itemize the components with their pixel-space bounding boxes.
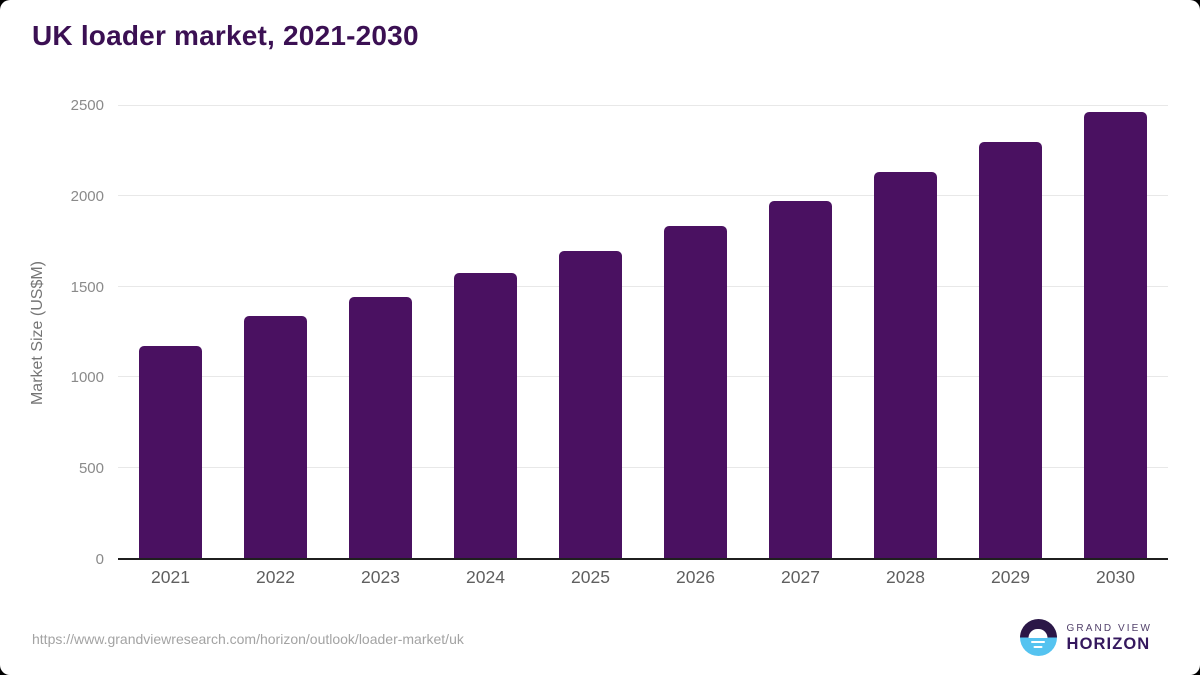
bar-2022[interactable] (244, 315, 307, 558)
gridlines (118, 105, 1168, 558)
y-tick-label-2000: 2000 (70, 187, 104, 205)
x-tick-label-2021: 2021 (151, 567, 190, 587)
bar-2025[interactable] (559, 250, 622, 558)
y-tick-labels: 0 500 1000 1500 2000 2500 (40, 97, 104, 568)
bar-slot-2027 (748, 106, 853, 558)
bar-slot-2024 (433, 106, 538, 558)
gridline-1500 (118, 285, 1168, 287)
bar-2030[interactable] (1084, 112, 1147, 558)
x-tick-labels: 2021 2022 2023 2024 2025 2026 2027 2028 2029 2030 (118, 567, 1168, 593)
logo-text-horizon: HORIZON (1066, 634, 1151, 653)
bar-slot-2029 (958, 106, 1063, 558)
y-tick-label-1500: 1500 (70, 278, 104, 296)
y-tick-label-1000: 1000 (70, 369, 104, 387)
bar-2024[interactable] (454, 273, 517, 558)
gridline-2000 (118, 195, 1168, 197)
bars (118, 106, 1168, 558)
x-tick-label-2030: 2030 (1096, 567, 1135, 587)
x-tick-label-2025: 2025 (571, 567, 610, 587)
bar-2029[interactable] (979, 142, 1042, 558)
bar-slot-2025 (538, 106, 643, 558)
gridline-500 (118, 466, 1168, 468)
logo-reflection-line-2 (1033, 645, 1043, 649)
x-tick-label-2027: 2027 (781, 567, 820, 587)
x-tick-label-2026: 2026 (676, 567, 715, 587)
x-tick-label-2024: 2024 (466, 567, 505, 587)
bar-slot-2022 (223, 106, 328, 558)
chart-title: UK loader market, 2021-2030 (32, 20, 419, 51)
bar-chart-plot-area (118, 105, 1168, 560)
source-url: https://www.grandviewresearch.com/horizo… (32, 631, 464, 647)
grand-view-horizon-logo: GRAND VIEW HORIZON (1019, 619, 1152, 656)
logo-sun-dome (1028, 628, 1048, 638)
gridline-1000 (118, 376, 1168, 378)
bar-2023[interactable] (349, 296, 412, 558)
bar-2027[interactable] (769, 200, 832, 558)
x-tick-label-2023: 2023 (361, 567, 400, 587)
bar-2021[interactable] (139, 346, 202, 558)
x-tick-label-2028: 2028 (886, 567, 925, 587)
bar-slot-2023 (328, 106, 433, 558)
x-tick-label-2022: 2022 (256, 567, 295, 587)
gridline-2500 (118, 105, 1168, 106)
y-tick-label-500: 500 (78, 460, 104, 478)
logo-text-grand-view: GRAND VIEW (1066, 622, 1152, 634)
bar-slot-2028 (853, 106, 958, 558)
bar-slot-2021 (118, 106, 223, 558)
logo-reflection-line-1 (1031, 640, 1046, 644)
bar-slot-2030 (1063, 106, 1168, 558)
x-tick-label-2029: 2029 (991, 567, 1030, 587)
bar-slot-2026 (643, 106, 748, 558)
horizon-sun-icon (1019, 619, 1057, 656)
bar-2026[interactable] (664, 226, 727, 558)
y-tick-label-0: 0 (95, 551, 104, 568)
logo-text: GRAND VIEW HORIZON (1067, 622, 1152, 654)
y-tick-label-2500: 2500 (70, 97, 104, 114)
bar-2028[interactable] (874, 172, 937, 558)
